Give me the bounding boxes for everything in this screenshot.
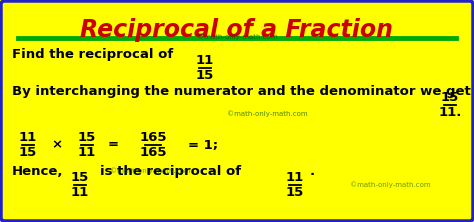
Text: =: = — [108, 139, 118, 151]
Text: 15: 15 — [441, 91, 459, 104]
Text: 11: 11 — [196, 54, 214, 67]
Text: 15: 15 — [78, 131, 96, 144]
Text: ©math-only-math.com: ©math-only-math.com — [350, 182, 430, 188]
Text: 15: 15 — [196, 69, 214, 82]
Text: = 1;: = 1; — [188, 139, 218, 151]
Text: 15: 15 — [286, 186, 304, 199]
Text: 15: 15 — [19, 146, 37, 159]
Text: ©math-only-math.com: ©math-only-math.com — [109, 168, 191, 174]
Text: ©math-only-math.com: ©math-only-math.com — [197, 34, 277, 40]
Text: Hence,: Hence, — [12, 165, 64, 178]
Text: is the reciprocal of: is the reciprocal of — [100, 165, 241, 178]
Text: ×: × — [52, 139, 63, 151]
Text: ©math-only-math.com: ©math-only-math.com — [227, 111, 307, 117]
Text: .: . — [310, 165, 315, 178]
Text: 15: 15 — [71, 171, 89, 184]
Text: Reciprocal of a Fraction: Reciprocal of a Fraction — [81, 18, 393, 42]
Text: 11: 11 — [19, 131, 37, 144]
Text: By interchanging the numerator and the denominator we get: By interchanging the numerator and the d… — [12, 85, 471, 98]
Text: 11.: 11. — [438, 106, 462, 119]
Text: Find the reciprocal of: Find the reciprocal of — [12, 48, 173, 61]
Text: 11: 11 — [71, 186, 89, 199]
Text: 11: 11 — [78, 146, 96, 159]
Text: 165: 165 — [139, 131, 167, 144]
Text: 165: 165 — [139, 146, 167, 159]
Text: 11: 11 — [286, 171, 304, 184]
